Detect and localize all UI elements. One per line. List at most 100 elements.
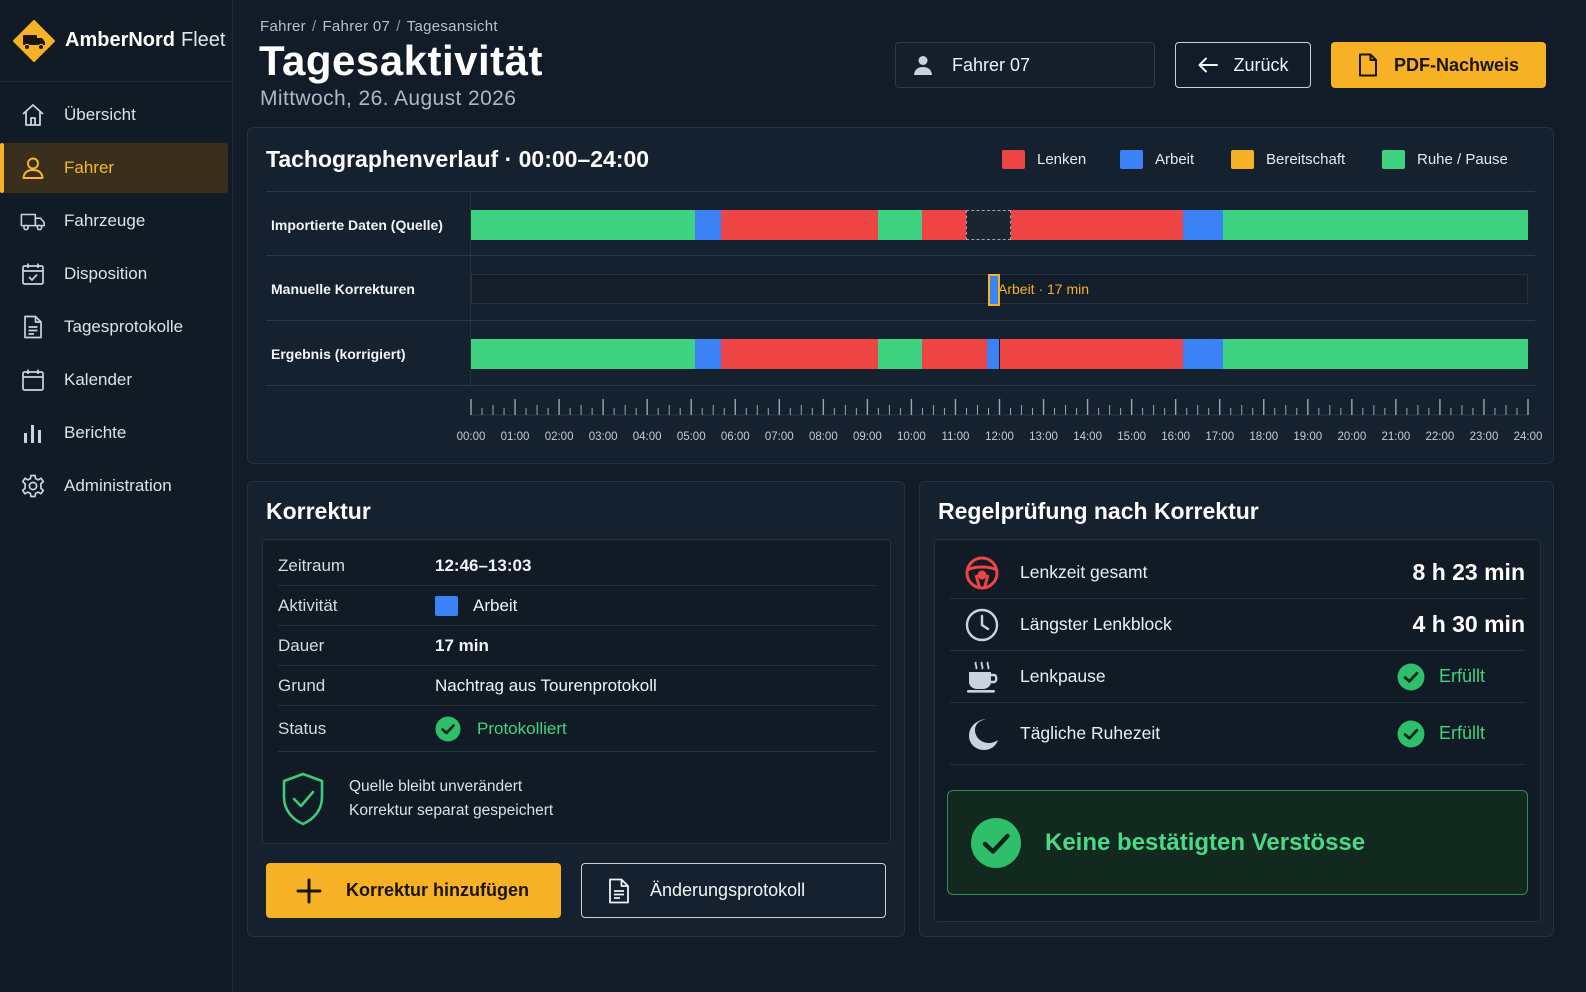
add-correction-button[interactable]: Korrektur hinzufügen [266,863,561,918]
driver-select[interactable]: Fahrer 07 [895,42,1155,88]
hour-label: 08:00 [809,431,838,443]
activity-segment[interactable] [1223,210,1528,240]
sidebar-item-berichte[interactable]: Berichte [2,408,228,458]
breadcrumb-item[interactable]: Fahrer 07 [322,18,391,35]
activity-segment[interactable] [922,210,967,240]
check-circle-icon [1397,663,1425,690]
source-track [471,210,1528,240]
legend-label: Ruhe / Pause [1417,151,1508,168]
breadcrumb-item[interactable]: Fahrer [260,18,306,35]
truck-icon [20,213,45,231]
sidebar-item-tagesprotokolle[interactable]: Tagesprotokolle [2,302,228,352]
rule-status: Erfüllt [1397,720,1485,748]
activity-segment[interactable] [878,210,923,240]
status-value: Protokolliert [477,718,567,738]
breadcrumb-item-current: Tagesansicht [406,18,498,35]
correction-title: Korrektur [266,498,371,524]
steering-wheel-icon [965,556,999,589]
info-note: Quelle bleibt unverändert Korrektur sepa… [349,775,553,823]
hour-label: 15:00 [1117,431,1146,443]
legend-swatch [1382,150,1405,169]
rule-status: Erfüllt [1397,663,1485,691]
info-line: Korrektur separat gespeichert [349,802,554,819]
info-line: Quelle bleibt unverändert [349,778,523,795]
rule-label: Tägliche Ruhezeit [1020,723,1161,743]
activity-segment[interactable] [720,339,879,369]
change-log-button[interactable]: Änderungsprotokoll [581,863,886,918]
activity-segment[interactable] [471,339,695,369]
sidebar-item-kalender[interactable]: Kalender [2,355,228,405]
rule-row-ruhezeit: Tägliche Ruhezeit Erfüllt [950,703,1525,765]
activity-segment[interactable] [878,339,923,369]
activity-segment[interactable] [922,339,988,369]
detail-key: Zeitraum [278,555,346,575]
activity-segment[interactable] [1183,210,1224,240]
rule-value: 4 h 30 min [1412,611,1525,637]
detail-value: Arbeit [473,595,518,615]
legend-label: Bereitschaft [1266,151,1346,168]
sidebar-item-disposition[interactable]: Disposition [2,249,228,299]
rule-label: Längster Lenkblock [1020,614,1172,634]
back-button-label: Zurück [1233,54,1289,75]
sidebar-item-fahrer[interactable]: Fahrer [0,143,228,193]
hour-label: 10:00 [897,431,926,443]
legend-label: Lenken [1037,151,1087,168]
breadcrumb-separator: / [396,18,401,35]
divider [266,385,1535,386]
hour-label: 14:00 [1073,431,1102,443]
hour-label: 02:00 [545,431,574,443]
activity-segment[interactable] [987,339,1000,369]
data-gap-segment[interactable] [966,210,1011,240]
divider [266,320,1535,321]
activity-segment[interactable] [1223,339,1528,369]
rule-label: Lenkzeit gesamt [1020,562,1148,582]
sidebar-item-fahrzeuge[interactable]: Fahrzeuge [2,196,228,246]
activity-segment[interactable] [1010,210,1183,240]
detail-row-grund: Grund Nachtrag aus Tourenprotokoll [278,666,875,706]
driver-select-value: Fahrer 07 [952,54,1031,75]
detail-value: 12:46–13:03 [435,555,532,575]
hour-label: 13:00 [1029,431,1058,443]
sidebar-item-uebersicht[interactable]: Übersicht [2,90,228,140]
rule-row-lenkpause: Lenkpause Erfüllt [950,651,1525,703]
result-banner: Keine bestätigten Verstösse [947,790,1528,895]
document-icon [24,315,42,339]
user-icon [22,157,44,179]
legend-item-lenken: Lenken [1002,150,1086,169]
page-title: Tagesaktivität [259,37,543,84]
hour-label: 11:00 [941,431,969,443]
legend-label: Arbeit [1155,151,1195,168]
legend-swatch [1002,150,1025,169]
activity-segment[interactable] [999,339,1183,369]
pdf-export-label: PDF-Nachweis [1393,54,1520,75]
moon-icon [969,718,998,750]
sidebar-item-label: Berichte [64,423,127,442]
sidebar-item-label: Disposition [64,264,148,283]
hour-label: 09:00 [853,431,882,443]
hour-label: 19:00 [1293,431,1322,443]
sidebar-item-label: Kalender [64,370,133,389]
activity-segment[interactable] [720,210,879,240]
hour-label: 07:00 [765,431,794,443]
manual-correction-label: Arbeit · 17 min [998,281,1090,297]
detail-row-zeitraum: Zeitraum 12:46–13:03 [278,546,875,586]
pdf-export-button[interactable]: PDF-Nachweis [1331,42,1546,88]
sidebar-item-administration[interactable]: Administration [2,461,228,511]
brand-suffix: Fleet [181,29,226,51]
rule-check-panel: Regelprüfung nach Korrektur Lenkzeit ges… [919,481,1554,937]
hour-label: 17:00 [1205,431,1234,443]
activity-segment[interactable] [988,274,1001,306]
detail-key: Grund [278,675,326,695]
activity-segment[interactable] [1183,339,1224,369]
hour-label: 23:00 [1470,431,1499,443]
page-date: Mittwoch, 26. August 2026 [260,87,517,110]
back-button[interactable]: Zurück [1175,42,1311,88]
change-log-label: Änderungsprotokoll [650,880,806,900]
activity-segment[interactable] [471,210,695,240]
activity-segment[interactable] [694,339,721,369]
rule-row-lenkzeit: Lenkzeit gesamt 8 h 23 min [950,547,1525,599]
divider [470,192,471,385]
activity-segment[interactable] [694,210,721,240]
rule-status-label: Erfüllt [1438,666,1485,686]
brand[interactable]: AmberNord Fleet [0,0,232,82]
